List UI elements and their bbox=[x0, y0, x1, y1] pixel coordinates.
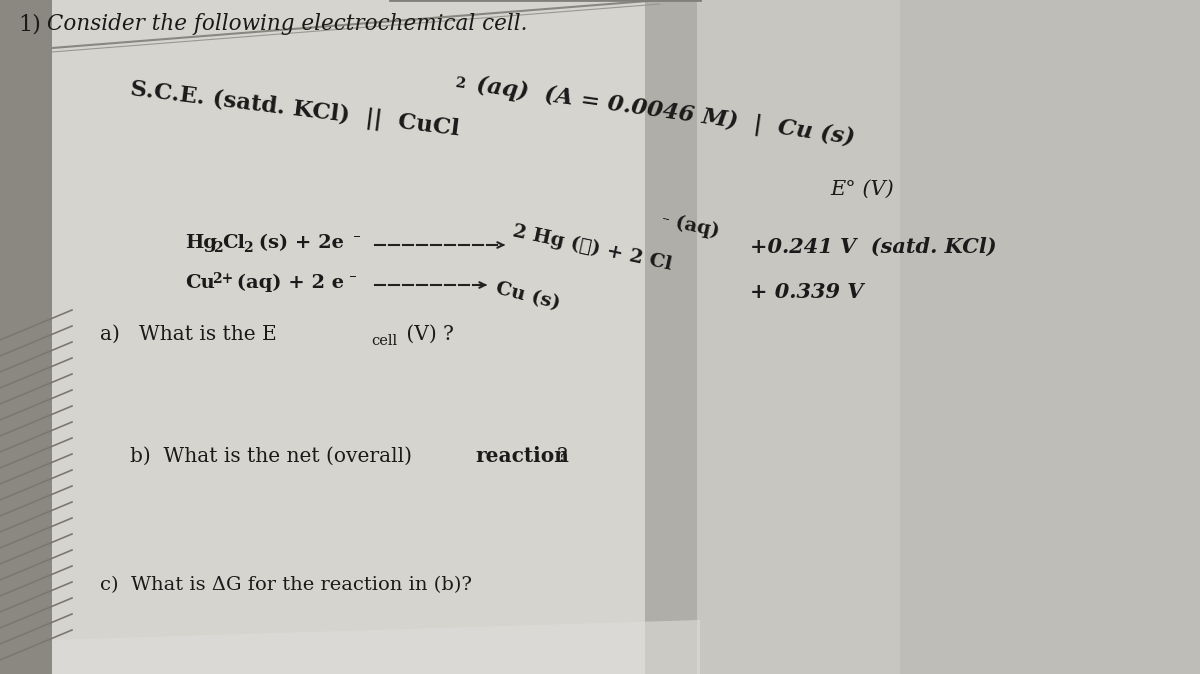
Bar bbox=[646, 0, 697, 674]
Bar bbox=[52, 0, 697, 674]
Text: cell: cell bbox=[371, 334, 397, 348]
Text: ?: ? bbox=[557, 447, 568, 466]
Text: ⁻: ⁻ bbox=[349, 273, 358, 287]
Text: ⁻: ⁻ bbox=[353, 233, 361, 247]
Bar bbox=[697, 0, 1200, 674]
Text: ⁻: ⁻ bbox=[659, 215, 670, 231]
Text: 2: 2 bbox=[242, 241, 253, 255]
Text: (aq): (aq) bbox=[667, 212, 721, 241]
Text: + 0.339 V: + 0.339 V bbox=[750, 282, 864, 302]
Text: (V) ?: (V) ? bbox=[400, 325, 454, 344]
Text: (aq)  (A = 0.0046 M)  |  Cu (s): (aq) (A = 0.0046 M) | Cu (s) bbox=[467, 73, 857, 150]
Text: 2: 2 bbox=[455, 76, 467, 91]
Bar bbox=[900, 0, 1200, 674]
Text: c)  What is ΔG for the reaction in (b)?: c) What is ΔG for the reaction in (b)? bbox=[100, 576, 472, 594]
Text: 2: 2 bbox=[214, 241, 223, 255]
Text: S.C.E. (satd. KCl)  ||  CuCl: S.C.E. (satd. KCl) || CuCl bbox=[130, 78, 461, 141]
Text: E° (V): E° (V) bbox=[830, 180, 894, 199]
Text: reaction: reaction bbox=[475, 446, 569, 466]
Text: Cu: Cu bbox=[185, 274, 215, 292]
Text: Consider the following electrochemical cell.: Consider the following electrochemical c… bbox=[40, 13, 528, 35]
Text: 2+: 2+ bbox=[212, 272, 233, 286]
Text: 2 Hg (ℓ) + 2 Cl: 2 Hg (ℓ) + 2 Cl bbox=[511, 222, 673, 274]
Text: b)  What is the net (overall): b) What is the net (overall) bbox=[130, 447, 419, 466]
Text: +0.241 V  (satd. KCl): +0.241 V (satd. KCl) bbox=[750, 237, 997, 257]
Text: (s) + 2e: (s) + 2e bbox=[252, 234, 344, 252]
Bar bbox=[0, 0, 52, 674]
Text: Cu (s): Cu (s) bbox=[494, 280, 563, 313]
Text: Hg: Hg bbox=[185, 234, 217, 252]
Text: Cl: Cl bbox=[222, 234, 245, 252]
Text: a)   What is the E: a) What is the E bbox=[100, 325, 277, 344]
Text: 1): 1) bbox=[18, 13, 41, 35]
Text: (aq) + 2 e: (aq) + 2 e bbox=[230, 274, 344, 292]
Polygon shape bbox=[52, 620, 700, 674]
